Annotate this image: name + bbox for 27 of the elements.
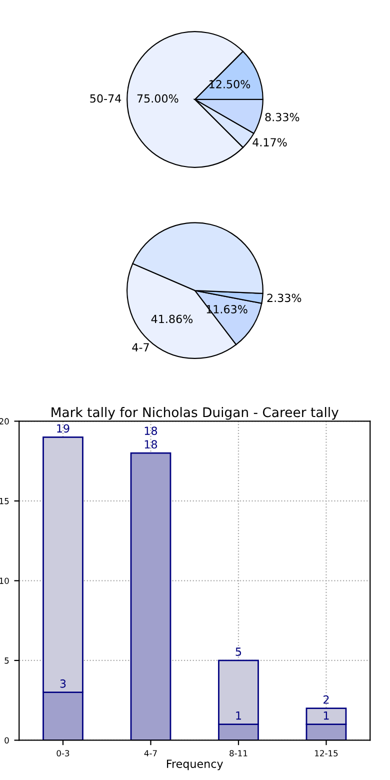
data-label: 1: [236, 711, 241, 720]
x-tick-label: 12-15: [315, 750, 338, 756]
y-tick-label: 5: [4, 658, 9, 664]
x-tick-label: 4-7: [144, 750, 157, 756]
slice-label: 4-7: [132, 343, 149, 352]
chart-title: Mark tally for Nicholas Duigan - Career tally: [52, 407, 338, 420]
data-label: 2.33%: [267, 294, 302, 302]
x-tick-label: 8-11: [230, 750, 248, 756]
x-axis-title: Frequency: [167, 760, 223, 770]
data-label: 18: [144, 426, 158, 435]
y-tick-label: 15: [0, 498, 9, 504]
y-tick-label: 0: [4, 737, 9, 744]
data-label: 41.86%: [151, 314, 193, 324]
data-label: 75.00%: [137, 94, 178, 103]
bar: [130, 452, 172, 740]
data-label: 4.17%: [252, 138, 287, 146]
y-tick-label: 10: [0, 578, 9, 584]
slice-label: 50-74: [90, 94, 122, 103]
total-label: 19: [57, 424, 70, 433]
total-label: 18: [144, 440, 158, 449]
total-label: 5: [236, 648, 242, 656]
total-label: 2: [324, 695, 329, 704]
data-label: 1: [324, 711, 329, 720]
data-label: 12.50%: [210, 80, 250, 88]
x-tick-label: 0-3: [56, 750, 70, 756]
data-label: 3: [60, 679, 66, 688]
data-label: 8.33%: [265, 112, 300, 122]
